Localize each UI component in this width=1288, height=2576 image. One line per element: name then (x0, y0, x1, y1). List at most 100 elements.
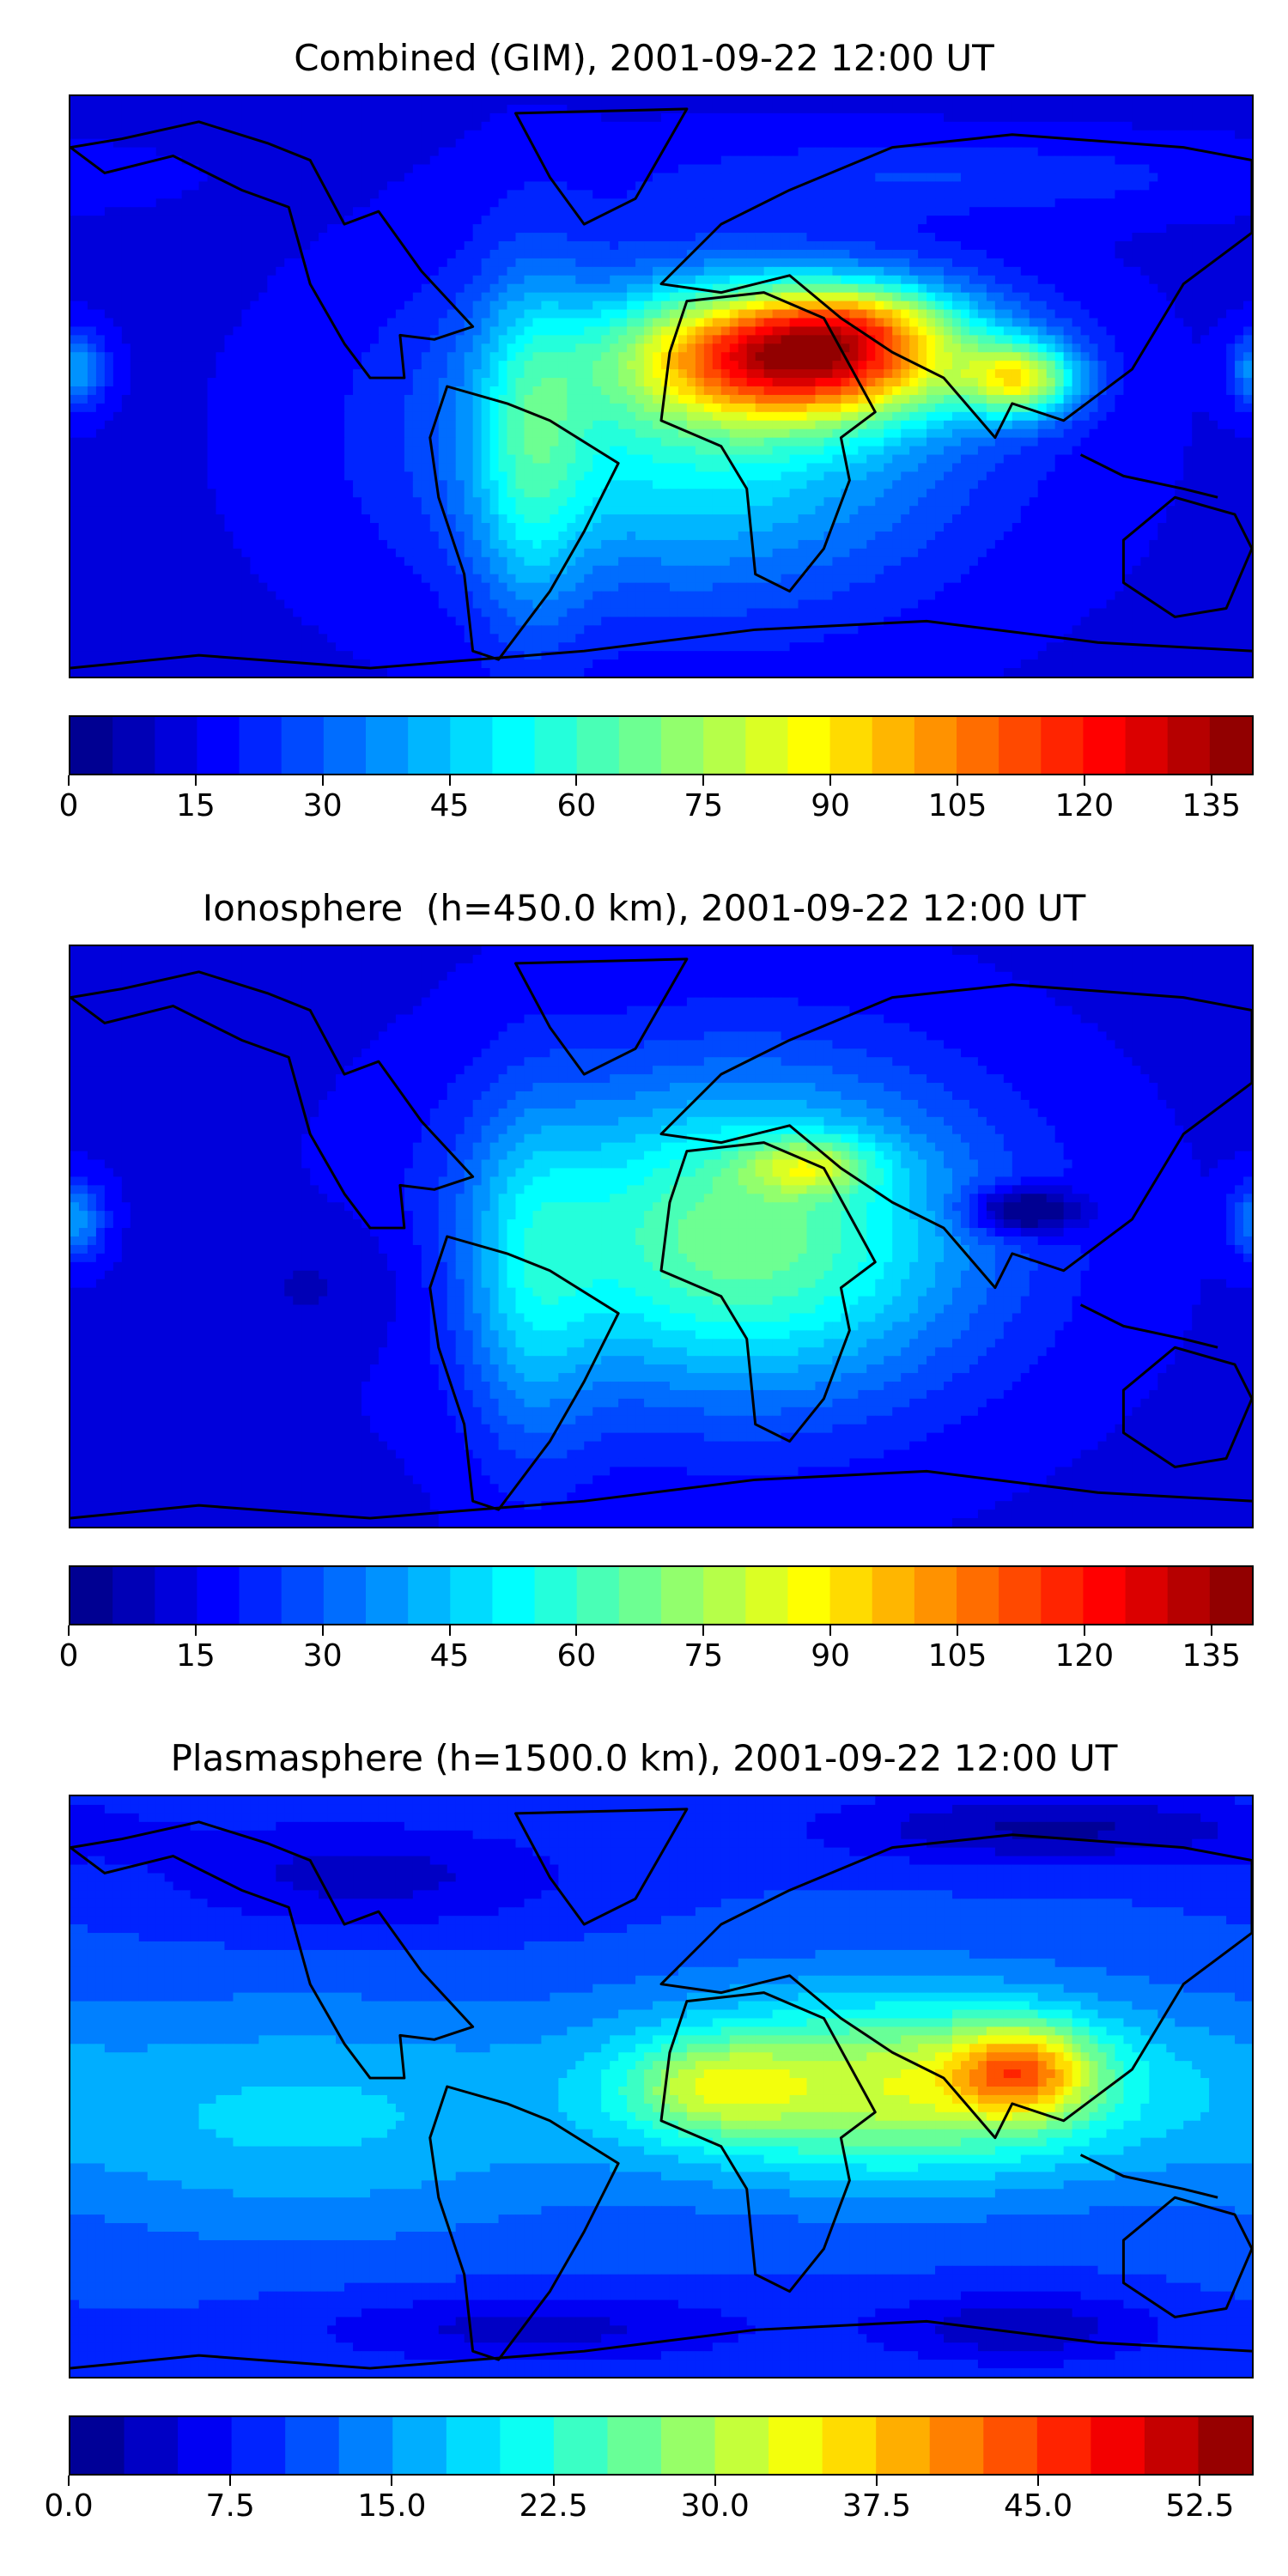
heatmap-cell (1012, 138, 1022, 149)
heatmap-cell (1003, 292, 1013, 302)
heatmap-cell (1029, 138, 1039, 149)
heatmap-cell (378, 378, 388, 387)
heatmap-cell (532, 266, 542, 276)
heatmap-cell (823, 249, 833, 259)
heatmap-cell (173, 309, 183, 319)
heatmap-cell (412, 343, 422, 353)
heatmap-cell (447, 249, 457, 259)
heatmap-cell (677, 275, 688, 285)
heatmap-cell (464, 283, 474, 294)
heatmap-cell (567, 164, 576, 173)
heatmap-cell (618, 190, 628, 199)
heatmap-cell (1235, 335, 1244, 344)
heatmap-cell (944, 283, 953, 294)
heatmap-cell (1029, 173, 1039, 182)
heatmap-cell (892, 301, 902, 311)
heatmap-cell (353, 121, 362, 131)
heatmap-cell (198, 104, 209, 114)
heatmap-cell (635, 249, 645, 259)
heatmap-cell (875, 155, 884, 166)
heatmap-cell (772, 241, 782, 251)
heatmap-cell (472, 241, 483, 251)
heatmap-cell (969, 233, 979, 242)
heatmap-cell (498, 138, 508, 149)
heatmap-cell (386, 318, 397, 327)
heatmap-cell (507, 266, 516, 276)
heatmap-cell (233, 207, 242, 216)
heatmap-cell (960, 361, 970, 370)
heatmap-cell (404, 224, 414, 234)
heatmap-cell (121, 155, 131, 166)
heatmap-cell (1157, 104, 1167, 114)
heatmap-cell (1132, 369, 1141, 379)
heatmap-cell (481, 352, 491, 361)
heatmap-cell (720, 335, 731, 344)
heatmap-cell (944, 369, 953, 379)
heatmap-cell (781, 386, 791, 396)
heatmap-cell (806, 224, 816, 234)
heatmap-cell (1166, 173, 1176, 182)
heatmap-cell (1200, 335, 1210, 344)
heatmap-cell (190, 292, 200, 302)
heatmap-cell (421, 352, 431, 361)
heatmap-cell (207, 275, 217, 285)
heatmap-cell (130, 275, 140, 285)
heatmap-cell (464, 216, 474, 225)
heatmap-cell (241, 386, 251, 396)
heatmap-cell (301, 173, 311, 182)
heatmap-cell (1226, 394, 1236, 404)
heatmap-cell (781, 233, 791, 242)
heatmap-cell (138, 173, 149, 182)
heatmap-cell (378, 138, 388, 149)
heatmap-cell (1037, 326, 1048, 336)
heatmap-cell (1149, 233, 1158, 242)
heatmap-cell (841, 301, 850, 311)
heatmap-cell (909, 369, 919, 379)
heatmap-cell (644, 369, 653, 379)
heatmap-cell (455, 275, 465, 285)
heatmap-cell (712, 164, 722, 173)
heatmap-cell (104, 173, 114, 182)
heatmap-cell (884, 275, 893, 285)
heatmap-cell (695, 249, 705, 259)
heatmap-cell (1020, 96, 1030, 106)
heatmap-cell (935, 335, 945, 344)
heatmap-cell (627, 190, 636, 199)
heatmap-cell (344, 130, 354, 140)
heatmap-cell (901, 198, 910, 208)
heatmap-cell (532, 241, 542, 251)
heatmap-cell (1157, 121, 1167, 131)
heatmap-cell (841, 249, 850, 259)
heatmap-cell (395, 224, 405, 234)
heatmap-cell (558, 318, 568, 327)
heatmap-cell (284, 352, 294, 361)
heatmap-cell (1037, 361, 1048, 370)
heatmap-cell (455, 318, 465, 327)
heatmap-cell (977, 164, 987, 173)
heatmap-cell (301, 207, 311, 216)
heatmap-cell (729, 361, 739, 370)
heatmap-cell (686, 181, 696, 191)
heatmap-cell (164, 403, 174, 413)
heatmap-cell (1157, 301, 1167, 311)
heatmap-cell (1140, 155, 1150, 166)
heatmap-cell (918, 352, 927, 361)
heatmap-cell (729, 147, 739, 157)
heatmap-cell (121, 309, 131, 319)
heatmap-cell (994, 216, 1005, 225)
heatmap-cell (104, 216, 114, 225)
heatmap-cell (138, 326, 149, 336)
heatmap-cell (327, 130, 337, 140)
heatmap-cell (994, 309, 1005, 319)
heatmap-cell (155, 258, 166, 268)
heatmap-cell (293, 335, 302, 344)
heatmap-cell (584, 335, 593, 344)
heatmap-cell (969, 275, 979, 285)
heatmap-cell (472, 249, 483, 259)
heatmap-cell (1235, 343, 1244, 353)
heatmap-cell (738, 181, 748, 191)
heatmap-cell (618, 224, 628, 234)
heatmap-cell (994, 155, 1005, 166)
heatmap-cell (507, 155, 516, 166)
heatmap-cell (935, 394, 945, 404)
